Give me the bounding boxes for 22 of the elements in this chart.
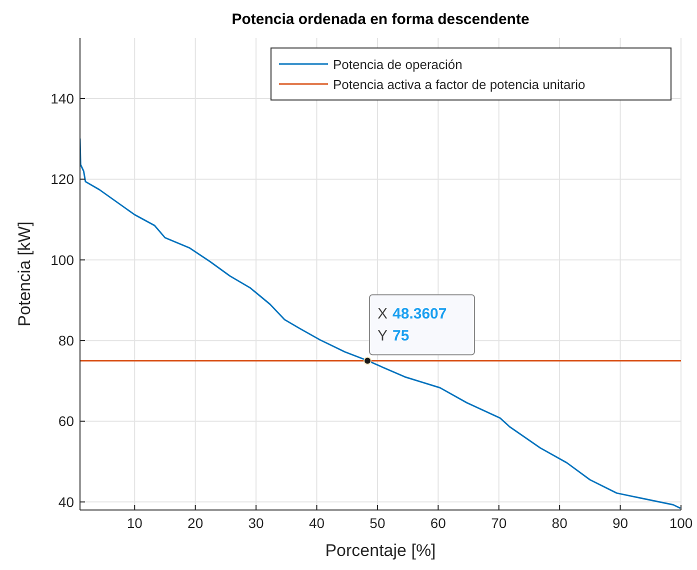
x-tick-label: 90	[612, 515, 628, 531]
x-tick-label: 10	[126, 515, 143, 531]
x-tick-label: 40	[308, 515, 325, 531]
x-tick-label: 100	[669, 515, 693, 531]
x-tick-label: 60	[430, 515, 446, 531]
y-tick-label: 120	[50, 171, 74, 188]
x-axis-title: Porcentaje [%]	[325, 541, 436, 560]
x-tick-label: 50	[370, 515, 386, 531]
y-tick-label: 60	[58, 413, 74, 430]
y-axis-title: Potencia [kW]	[15, 222, 34, 326]
x-tick-label: 80	[552, 515, 568, 531]
x-tick-label: 30	[248, 515, 264, 531]
x-tick-label: 70	[491, 515, 507, 531]
y-tick-label: 140	[50, 90, 74, 107]
legend-label: Potencia de operación	[333, 57, 462, 72]
chart-title: Potencia ordenada en forma descendente	[232, 11, 530, 28]
y-tick-label: 80	[58, 332, 74, 349]
y-tick-label: 40	[58, 494, 74, 510]
x-tick-label: 20	[188, 515, 204, 531]
y-tick-label: 100	[50, 252, 74, 268]
annotation: X 48.3607 Y 75	[378, 306, 447, 345]
legend-label: Potencia activa a factor de potencia unitario	[333, 77, 586, 92]
